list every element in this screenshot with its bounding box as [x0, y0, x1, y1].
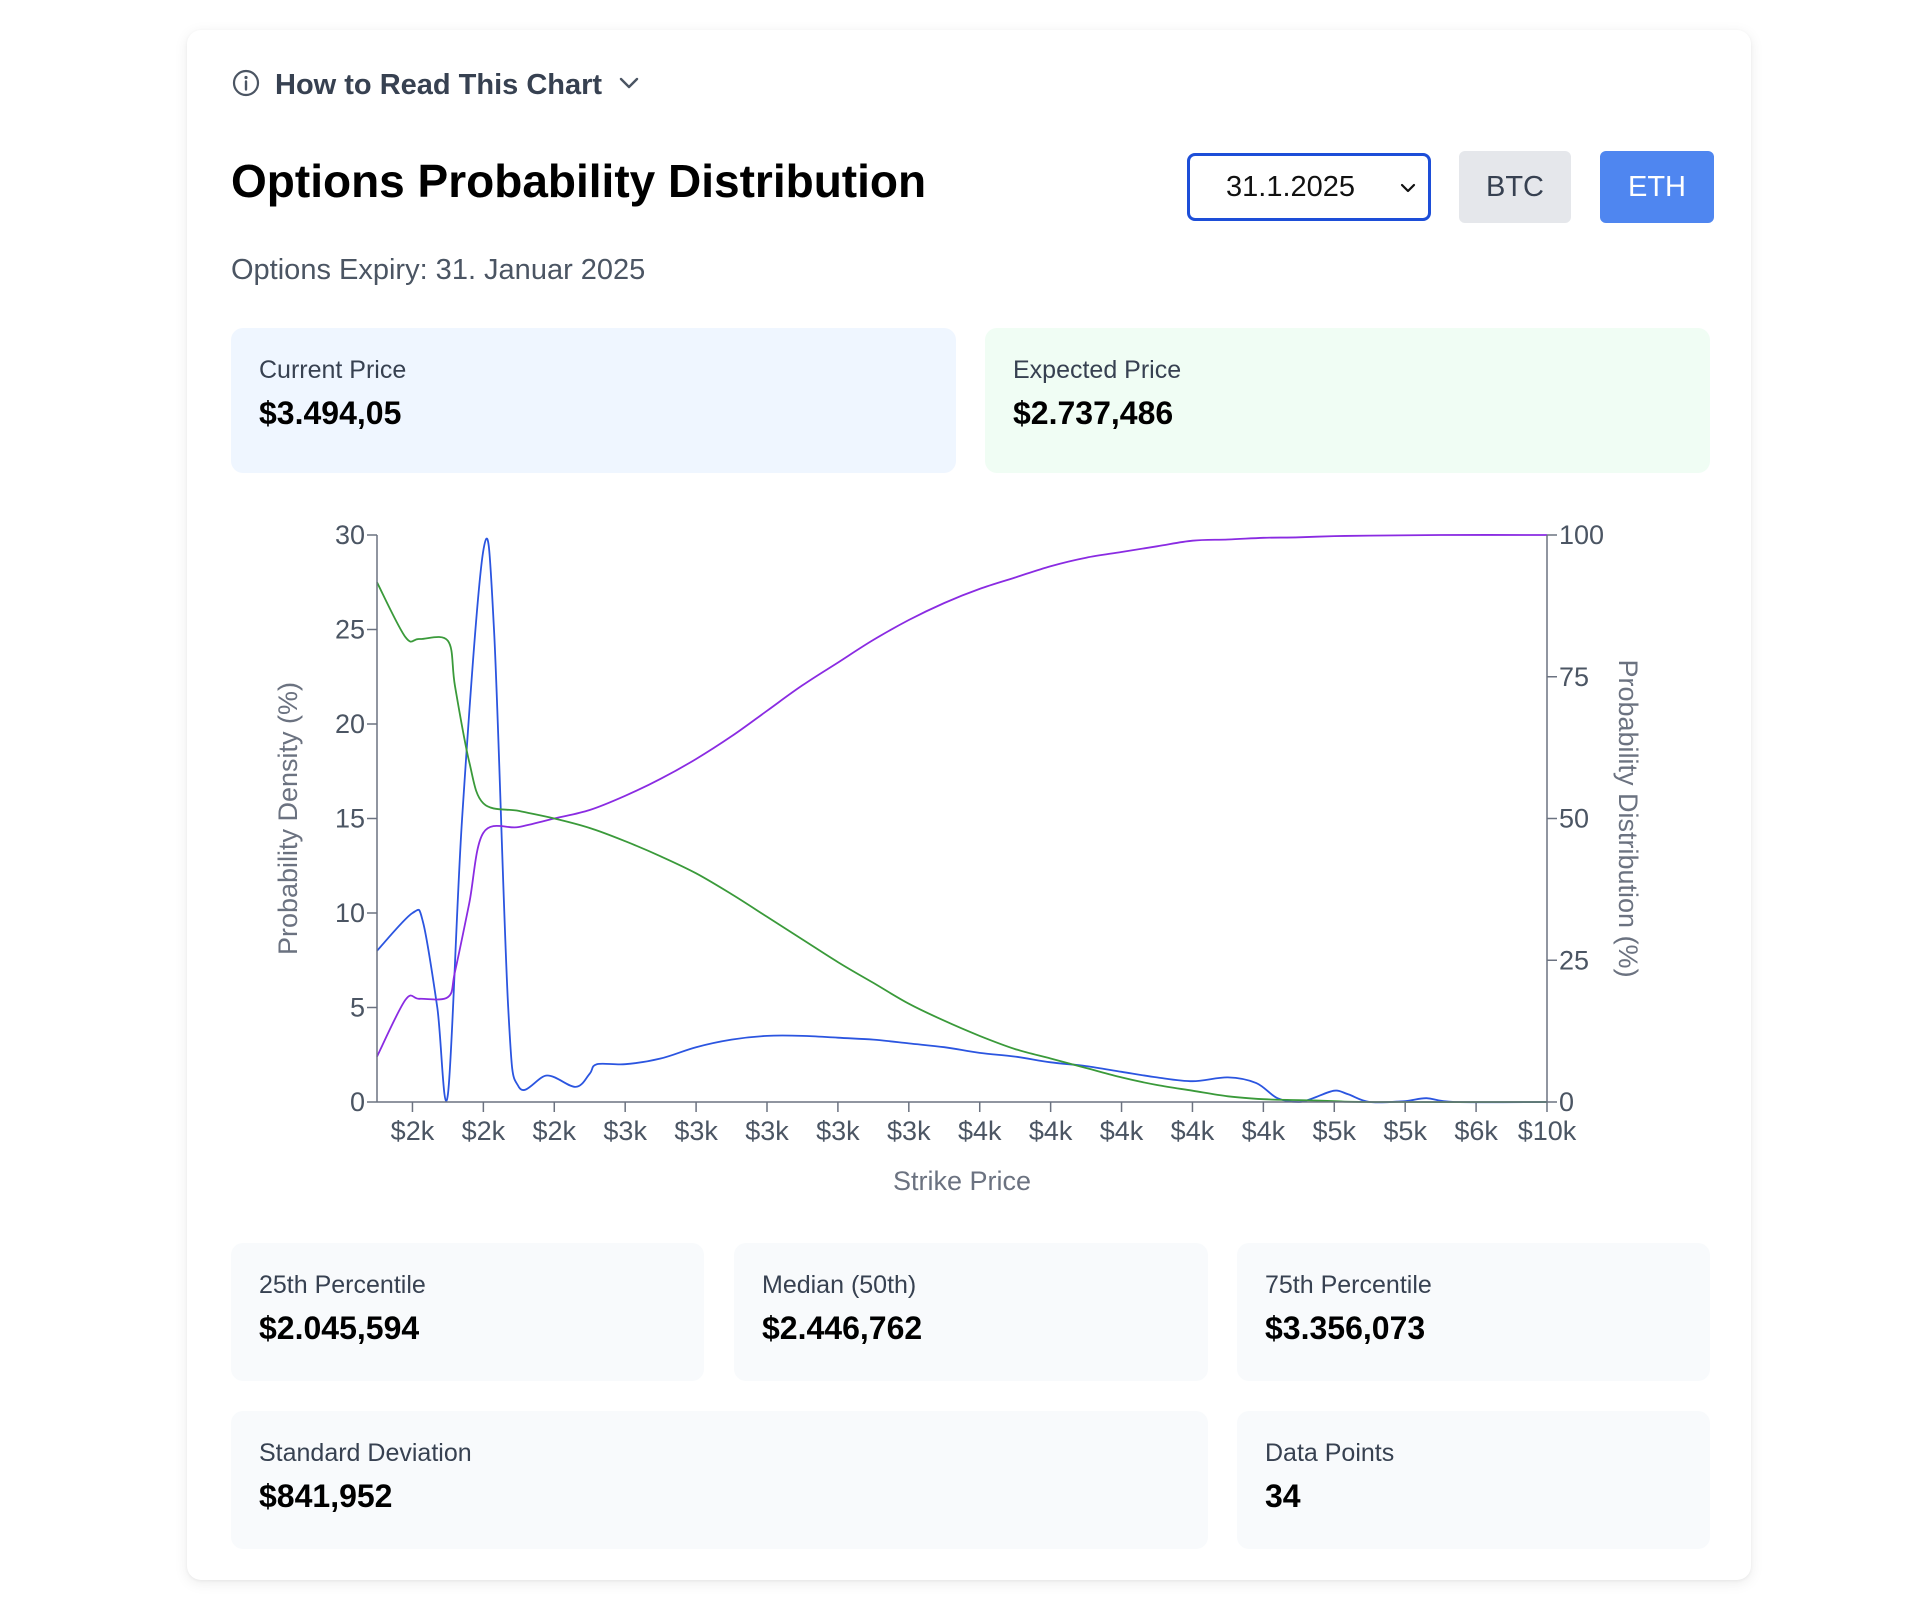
x-tick-label: $4k [958, 1116, 1002, 1146]
series-line-3 [376, 581, 1548, 1103]
x-tick-label: $3k [674, 1116, 718, 1146]
info-icon [231, 68, 261, 103]
x-tick-label: $4k [1029, 1116, 1073, 1146]
p25-label: 25th Percentile [259, 1271, 426, 1299]
x-tick-label: $3k [816, 1116, 860, 1146]
x-tick-label: $2k [391, 1116, 435, 1146]
data-points-label: Data Points [1265, 1439, 1395, 1467]
x-tick-label: $5k [1383, 1116, 1427, 1146]
series-line-2 [376, 534, 1548, 1058]
current-price-card: Current Price $3.494,05 [231, 328, 956, 473]
y-right-tick-label: 75 [1559, 662, 1589, 692]
data-points-value: 34 [1265, 1478, 1301, 1514]
how-to-read-toggle[interactable]: How to Read This Chart [231, 68, 642, 103]
chevron-down-icon [1398, 178, 1418, 203]
y-left-tick-label: 0 [350, 1087, 365, 1117]
y-right-tick-label: 50 [1559, 804, 1589, 834]
options-expiry-label: Options Expiry: 31. Januar 2025 [231, 254, 646, 286]
x-tick-label: $4k [1242, 1116, 1286, 1146]
x-tick-label: $4k [1171, 1116, 1215, 1146]
x-tick-label: $2k [462, 1116, 506, 1146]
std-dev-label: Standard Deviation [259, 1439, 472, 1467]
y-left-tick-label: 15 [335, 804, 365, 834]
p25-card: 25th Percentile $2.045,594 [231, 1243, 704, 1381]
y-left-tick-label: 25 [335, 615, 365, 645]
y-left-tick-label: 10 [335, 898, 365, 928]
expected-price-label: Expected Price [1013, 356, 1182, 384]
expected-price-value: $2.737,486 [1013, 395, 1174, 431]
x-tick-label: $3k [887, 1116, 931, 1146]
x-tick-label: $3k [745, 1116, 789, 1146]
p75-card: 75th Percentile $3.356,073 [1237, 1243, 1710, 1381]
x-tick-label: $5k [1312, 1116, 1356, 1146]
y-right-tick-label: 0 [1559, 1087, 1574, 1117]
x-tick-label: $3k [603, 1116, 647, 1146]
y-axis-left-title: Probability Density (%) [273, 682, 303, 955]
chevron-down-icon [616, 70, 642, 101]
how-to-read-label: How to Read This Chart [275, 69, 603, 101]
y-left-tick-label: 30 [335, 520, 365, 550]
btc-button[interactable]: BTC [1459, 151, 1571, 223]
expiry-date-value: 31.1.2025 [1226, 170, 1356, 203]
x-tick-label: $2k [532, 1116, 576, 1146]
median-value: $2.446,762 [762, 1310, 923, 1346]
p75-value: $3.356,073 [1265, 1310, 1426, 1346]
current-price-value: $3.494,05 [259, 395, 402, 431]
y-left-tick-label: 20 [335, 709, 365, 739]
y-right-tick-label: 25 [1559, 945, 1589, 975]
eth-button[interactable]: ETH [1600, 151, 1714, 223]
probability-chart: 0 5 10 15 20 25 30 0 25 50 75 100 $2k $2k $2k $3k $3k $… [273, 520, 1643, 1196]
current-price-label: Current Price [259, 356, 407, 384]
expected-price-card: Expected Price $2.737,486 [985, 328, 1710, 473]
y-left-tick-label: 5 [350, 993, 365, 1023]
x-axis-title: Strike Price [893, 1166, 1031, 1196]
y-axis-right-title: Probability Distribution (%) [1613, 659, 1643, 977]
median-card: Median (50th) $2.446,762 [734, 1243, 1208, 1381]
x-tick-label: $4k [1100, 1116, 1144, 1146]
p25-value: $2.045,594 [259, 1310, 420, 1346]
std-dev-value: $841,952 [259, 1478, 393, 1514]
median-label: Median (50th) [762, 1271, 917, 1299]
y-right-tick-label: 100 [1559, 520, 1604, 550]
page-title: Options Probability Distribution [231, 155, 927, 207]
series-line-1 [376, 537, 1548, 1104]
x-tick-label: $6k [1454, 1116, 1498, 1146]
chart-card: How to Read This Chart Options Probabili… [187, 30, 1751, 1580]
data-points-card: Data Points 34 [1237, 1411, 1710, 1549]
p75-label: 75th Percentile [1265, 1271, 1432, 1299]
std-dev-card: Standard Deviation $841,952 [231, 1411, 1208, 1549]
x-tick-label: $10k [1518, 1116, 1577, 1146]
expiry-date-select[interactable]: 31.1.2025 [1187, 153, 1431, 221]
